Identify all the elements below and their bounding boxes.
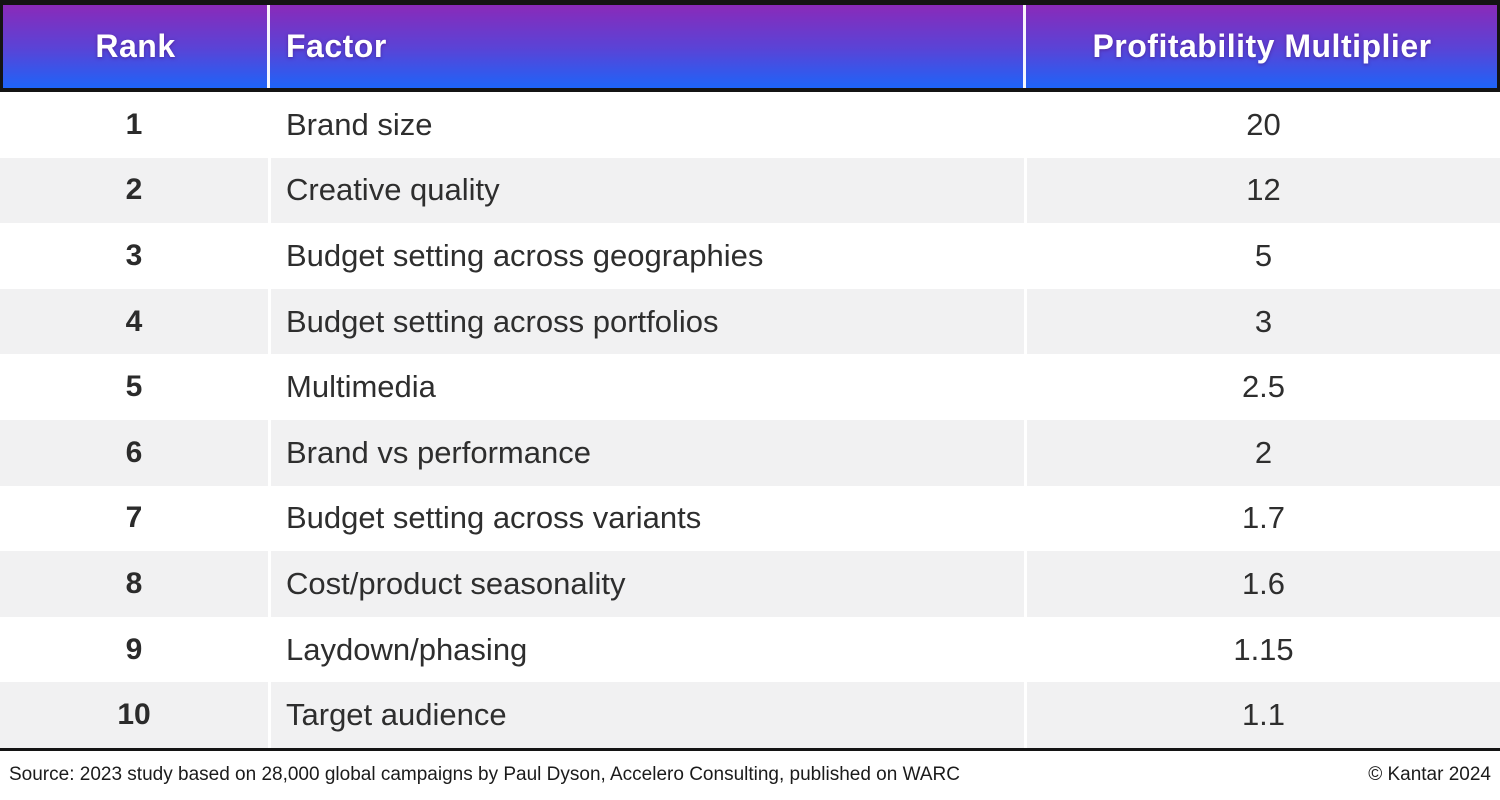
table-row: 7 Budget setting across variants 1.7 [0,485,1500,552]
cell-rank: 7 [0,485,268,552]
cell-multiplier: 1.6 [1027,551,1500,617]
table-row: 10 Target audience 1.1 [0,682,1500,748]
column-header-factor: Factor [286,28,387,64]
cell-multiplier: 1.15 [1027,616,1500,683]
cell-factor: Cost/product seasonality [271,551,1024,617]
page-footer: Source: 2023 study based on 28,000 globa… [0,751,1500,800]
cell-multiplier: 5 [1027,223,1500,289]
cell-factor: Laydown/phasing [271,616,1024,683]
column-header-profitability-multiplier: Profitability Multiplier [1092,28,1432,64]
table-row: 9 Laydown/phasing 1.15 [0,616,1500,683]
cell-multiplier: 1.1 [1027,682,1500,748]
source-note: Source: 2023 study based on 28,000 globa… [9,764,960,786]
cell-rank: 4 [0,288,268,355]
cell-factor: Budget setting across geographies [271,223,1024,289]
cell-rank: 5 [0,354,268,420]
table-row: 2 Creative quality 12 [0,157,1500,224]
cell-rank: 8 [0,551,268,617]
cell-multiplier: 20 [1027,92,1500,158]
cell-rank: 10 [0,682,268,748]
column-separator [1023,5,1026,88]
table-row: 8 Cost/product seasonality 1.6 [0,551,1500,617]
table-row: 4 Budget setting across portfolios 3 [0,288,1500,355]
copyright-note: © Kantar 2024 [1368,764,1491,786]
cell-rank: 2 [0,157,268,224]
table-header-row: Rank Factor Profitability Multiplier [0,0,1500,92]
table-row: 3 Budget setting across geographies 5 [0,223,1500,289]
cell-multiplier: 2.5 [1027,354,1500,420]
table-body: 1 Brand size 20 2 Creative quality 12 3 Budget … [0,92,1500,748]
column-header-rank: Rank [95,28,176,64]
column-separator [267,5,270,88]
cell-factor: Budget setting across portfolios [271,288,1024,355]
cell-factor: Creative quality [271,157,1024,224]
cell-factor: Target audience [271,682,1024,748]
table-row: 5 Multimedia 2.5 [0,354,1500,420]
cell-factor: Brand size [271,92,1024,158]
cell-rank: 3 [0,223,268,289]
cell-rank: 9 [0,616,268,683]
cell-multiplier: 1.7 [1027,485,1500,552]
table-row: 1 Brand size 20 [0,92,1500,158]
table-bottom-rule [0,747,1500,751]
cell-rank: 1 [0,92,268,158]
table-row: 6 Brand vs performance 2 [0,419,1500,486]
cell-factor: Multimedia [271,354,1024,420]
cell-factor: Budget setting across variants [271,485,1024,552]
cell-rank: 6 [0,419,268,486]
cell-multiplier: 12 [1027,157,1500,224]
cell-multiplier: 2 [1027,419,1500,486]
cell-factor: Brand vs performance [271,419,1024,486]
cell-multiplier: 3 [1027,288,1500,355]
